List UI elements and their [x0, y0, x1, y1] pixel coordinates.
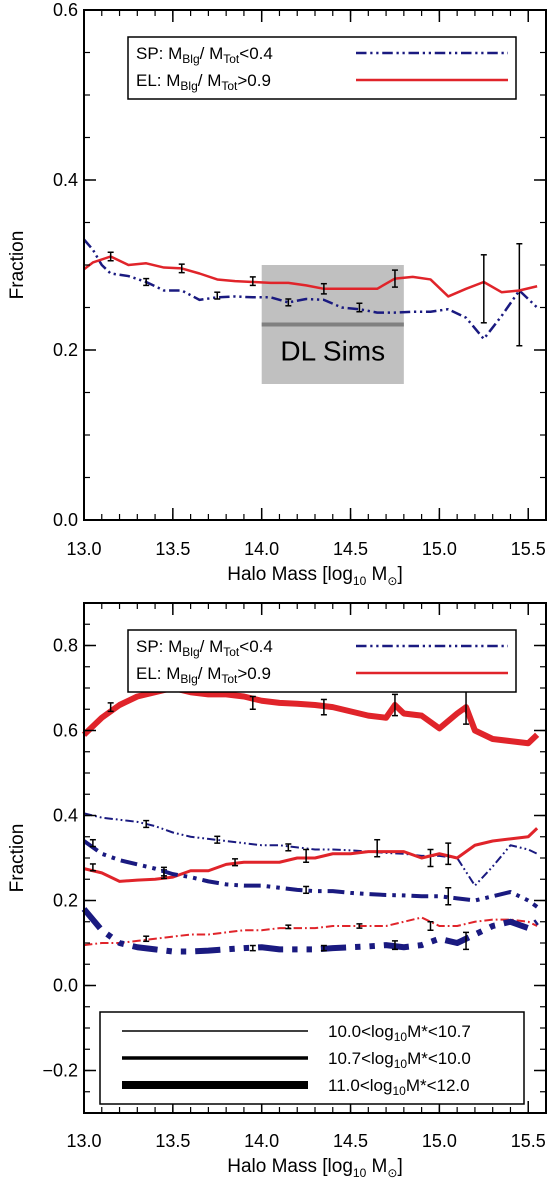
series-el-2: [83, 827, 539, 883]
x-tick-label: 13.5: [155, 539, 190, 559]
series-sp-1: [83, 812, 538, 887]
x-axis-label-unit: M: [366, 1156, 387, 1177]
series-sp-3: [82, 839, 539, 909]
y-tick-label: 0.0: [53, 510, 78, 530]
legend-label-suffix: <0.4: [239, 44, 273, 63]
x-axis-label: Halo Mass [log10 M⊙]: [227, 1156, 402, 1180]
legend-label-prefix: EL: M: [136, 71, 180, 90]
x-tick-label: 13.0: [66, 1131, 101, 1151]
y-tick-label: 0.2: [53, 340, 78, 360]
mass-legend-sub: 10: [394, 1057, 408, 1071]
series-sp-5: [81, 907, 539, 955]
x-tick-label: 15.5: [511, 1131, 546, 1151]
legend-box: [127, 629, 517, 693]
y-tick-label: 0.6: [53, 0, 78, 20]
y-tick-label: 0.0: [53, 976, 78, 996]
legend-label-sub: Blg: [180, 672, 197, 686]
x-tick-label: 13.5: [155, 1131, 190, 1151]
legend-box: [127, 36, 517, 100]
y-tick-label: 0.8: [53, 636, 78, 656]
x-axis-label: Halo Mass [log10 M⊙]: [227, 564, 402, 588]
dl-sims-label: DL Sims: [280, 336, 385, 367]
x-tick-label: 15.5: [511, 539, 546, 559]
mass-legend-suffix: M*<12.0: [406, 1076, 470, 1095]
y-tick-label: 0.2: [53, 891, 78, 911]
mass-legend-label: 10.0<log10M*<10.7: [328, 1022, 471, 1044]
y-tick-label: 0.4: [53, 170, 78, 190]
legend-label-prefix: SP: M: [136, 44, 182, 63]
legend-label-mid: / M: [200, 44, 224, 63]
x-tick-label: 13.0: [66, 539, 101, 559]
y-tick-label: 0.6: [53, 721, 78, 741]
legend-label-sub: Blg: [182, 52, 199, 66]
legend-label-prefix: EL: M: [136, 664, 180, 683]
x-tick-label: 14.0: [244, 1131, 279, 1151]
mass-legend-sub: 10: [392, 1084, 406, 1098]
x-axis-label-close: ]: [397, 564, 402, 585]
x-tick-label: 14.5: [333, 1131, 368, 1151]
y-tick-label: −0.2: [42, 1061, 78, 1081]
legend-label-suffix: >0.9: [237, 664, 271, 683]
y-axis-label: Fraction: [7, 231, 28, 300]
legend-label-sub: Blg: [182, 645, 199, 659]
series-el-0: [81, 685, 540, 747]
x-axis-label-sub: 10: [353, 574, 367, 588]
legend-label-suffix: <0.4: [239, 637, 273, 656]
legend-label-mid: / M: [200, 637, 224, 656]
series-el-4: [83, 916, 538, 947]
x-axis-label-close: ]: [397, 1156, 402, 1177]
mass-legend-prefix: 11.0<log: [328, 1076, 392, 1095]
x-tick-label: 15.0: [422, 539, 457, 559]
legend-label-sub: Tot: [223, 645, 240, 659]
legend-label-mid: / M: [198, 71, 222, 90]
mass-legend-label: 10.7<log10M*<10.0: [328, 1049, 471, 1071]
mass-legend-label: 11.0<log10M*<12.0: [328, 1076, 470, 1098]
legend-label-sub: Tot: [221, 672, 238, 686]
mass-legend-sub: 10: [394, 1030, 408, 1044]
x-axis-label-sun: ⊙: [387, 574, 397, 588]
mass-legend-prefix: 10.0<log: [328, 1022, 394, 1041]
bottom-panel: 13.0 13.5 14.0 14.5 15.0 15.5 −0.2 0.0 0.2 0.4 0.6…: [7, 602, 547, 1180]
mass-legend-suffix: M*<10.0: [407, 1049, 471, 1068]
series-el-1: [83, 255, 538, 298]
series-sp-0: [83, 238, 538, 341]
legend-label-suffix: >0.9: [237, 71, 271, 90]
legend-label: EL: MBlg/ MTot>0.9: [136, 71, 271, 93]
legend-label: EL: MBlg/ MTot>0.9: [136, 664, 271, 686]
x-axis-label-main: Halo Mass [log: [227, 564, 353, 585]
y-tick-label: 0.4: [53, 806, 78, 826]
x-axis-label-unit: M: [366, 564, 387, 585]
legend-label-mid: / M: [198, 664, 222, 683]
legend-label: SP: MBlg/ MTot<0.4: [136, 637, 273, 659]
x-tick-label: 14.5: [333, 539, 368, 559]
x-axis-label-sun: ⊙: [387, 1166, 397, 1180]
mass-legend-prefix: 10.7<log: [328, 1049, 394, 1068]
legend-label-sub: Blg: [180, 79, 197, 93]
x-tick-label: 15.0: [422, 1131, 457, 1151]
mass-legend-suffix: M*<10.7: [407, 1022, 471, 1041]
x-tick-label: 14.0: [244, 539, 279, 559]
legend-label-sub: Tot: [223, 52, 240, 66]
top-panel: DL Sims 13.0 13.5 14.0 14.5 15.0 15.5 0.0 0.2 0.4…: [7, 0, 547, 588]
x-axis-label-main: Halo Mass [log: [227, 1156, 353, 1177]
x-axis-label-sub: 10: [353, 1166, 367, 1180]
legend-label-sub: Tot: [221, 79, 238, 93]
y-axis-label: Fraction: [7, 824, 28, 893]
legend-label: SP: MBlg/ MTot<0.4: [136, 44, 273, 66]
legend-label-prefix: SP: M: [136, 637, 182, 656]
